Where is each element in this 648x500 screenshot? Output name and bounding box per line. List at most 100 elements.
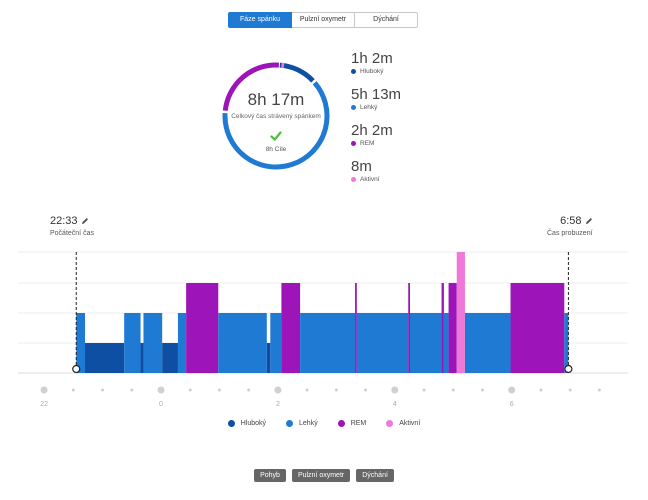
axis-minor-dot: [101, 388, 105, 392]
axis-major-dot: [157, 386, 165, 394]
stat-deep-label: Hluboký: [360, 68, 384, 75]
tab-pulse-oximeter[interactable]: Pulzní oxymetr: [292, 12, 355, 28]
ring-arc-rem: [222, 62, 280, 111]
hypnogram-segment-light: [564, 313, 569, 373]
stat-deep-value: 1h 2m: [351, 50, 393, 67]
axis-minor-dot: [422, 388, 426, 392]
hypnogram-segment-light: [177, 313, 187, 373]
hypnogram-segment-light: [409, 313, 442, 373]
stat-rem-label: REM: [360, 140, 375, 147]
start-time-block: 22:33 Počáteční čas: [50, 215, 94, 237]
axis-major-dot: [508, 386, 516, 394]
axis-tick-label: 4: [393, 401, 397, 408]
stat-light-value: 5h 13m: [351, 86, 402, 103]
hypnogram-segment-light: [443, 313, 449, 373]
hypnogram-segment-light: [356, 313, 409, 373]
hypnogram-segment-rem: [281, 283, 301, 373]
light-dot: [351, 105, 356, 110]
axis-tick-label: 0: [159, 401, 163, 408]
axis-minor-dot: [539, 388, 543, 392]
stat-deep: 1h 2m Hluboký: [351, 51, 393, 75]
hypnogram-segment-rem: [448, 283, 457, 373]
legend-deep: Hluboký: [227, 420, 267, 427]
hypnogram-segment-rem: [186, 283, 219, 373]
sleep-ring: 8h 17m Celkový čas strávený spánkem 8h C…: [220, 60, 332, 172]
hypnogram-segment-light: [76, 313, 86, 373]
breathing-button[interactable]: Dýchání: [356, 469, 394, 482]
stat-rem: 2h 2m REM: [351, 123, 393, 147]
stat-light-label: Lehký: [360, 104, 378, 111]
start-marker-handle: [72, 364, 81, 374]
legend-deep-label: Hluboký: [240, 420, 267, 427]
axis-minor-dot: [568, 388, 572, 392]
hypnogram-segment-rem: [510, 283, 565, 373]
movement-button[interactable]: Pohyb: [254, 469, 286, 482]
axis-major-dot: [391, 386, 399, 394]
pulse-oximeter-button[interactable]: Pulzní oxymetr: [291, 469, 351, 482]
hypnogram-segment-light: [464, 313, 511, 373]
hypnogram-segment-light: [300, 313, 356, 373]
check-icon: [270, 131, 282, 141]
edit-start-icon[interactable]: [81, 217, 89, 225]
total-sleep-label: Celkový čas strávený spánkem: [231, 113, 321, 120]
stat-awake-label: Aktivní: [360, 176, 380, 183]
ring-arc-deep: [279, 62, 315, 83]
axis-tick-label: 22: [40, 401, 48, 408]
end-marker-handle: [564, 364, 573, 374]
deep-dot: [351, 69, 356, 74]
axis-minor-dot: [364, 388, 368, 392]
hypnogram-segment-light: [270, 313, 282, 373]
axis-minor-dot: [597, 388, 601, 392]
legend-awake: Aktivní: [386, 420, 420, 427]
stat-rem-value: 2h 2m: [351, 122, 393, 139]
axis-tick-label: 6: [510, 401, 514, 408]
axis-minor-dot: [451, 388, 455, 392]
stat-awake-value: 8m: [351, 158, 372, 175]
hypnogram-segment-light: [143, 313, 163, 373]
hypnogram-segment-deep: [140, 343, 144, 373]
sleep-hypnogram: 22 0 2 4 6: [18, 251, 628, 408]
hypnogram-segment-deep: [266, 343, 271, 373]
axis-major-dot: [274, 386, 282, 394]
ring-arc-light: [222, 81, 330, 170]
axis-minor-dot: [130, 388, 134, 392]
legend-awake-label: Aktivní: [399, 420, 421, 427]
axis-minor-dot: [188, 388, 192, 392]
axis-minor-dot: [305, 388, 309, 392]
axis-major-dot: [40, 386, 48, 394]
tab-sleep-stages[interactable]: Fáze spánku: [228, 12, 292, 28]
start-time-value: 22:33: [50, 215, 78, 227]
start-time-label: Počáteční čas: [50, 230, 94, 237]
hypnogram-segment-rem: [441, 283, 444, 373]
stat-awake: 8m Aktivní: [351, 159, 380, 183]
edit-end-icon[interactable]: [585, 217, 593, 225]
axis-tick-label: 2: [276, 401, 280, 408]
legend-light: Lehký: [286, 420, 318, 427]
hypnogram-segment-awake: [456, 252, 465, 373]
stat-light: 5h 13m Lehký: [351, 87, 401, 111]
end-time-block: 6:58 Čas probuzení: [547, 215, 593, 237]
hypnogram-segment-rem: [408, 283, 410, 373]
axis-minor-dot: [247, 388, 251, 392]
hypnogram-segment-light: [124, 313, 141, 373]
axis-minor-dot: [217, 388, 221, 392]
end-time-label: Čas probuzení: [547, 230, 593, 237]
hypnogram-segment-deep: [162, 343, 178, 373]
axis-minor-dot: [334, 388, 338, 392]
hypnogram-segment-deep: [85, 343, 125, 373]
total-sleep-time: 8h 17m: [247, 90, 305, 109]
axis-minor-dot: [71, 388, 75, 392]
sleep-ring-chart: [222, 62, 330, 170]
sleep-tabs: Fáze spánku Pulzní oxymetr Dýchání: [228, 12, 418, 28]
sleep-goal: 8h Cíle: [265, 146, 287, 153]
axis-minor-dot: [480, 388, 484, 392]
hypnogram-segment-light: [218, 313, 267, 373]
tab-breathing[interactable]: Dýchání: [355, 12, 418, 28]
legend-light-label: Lehký: [299, 420, 318, 427]
end-time-value: 6:58: [560, 215, 582, 227]
chart-legend: Hluboký Lehký REM Aktivní: [0, 420, 648, 427]
rem-dot: [351, 141, 356, 146]
hypnogram-segment-rem: [355, 283, 357, 373]
legend-rem-label: REM: [350, 420, 367, 427]
awake-dot: [351, 177, 356, 182]
